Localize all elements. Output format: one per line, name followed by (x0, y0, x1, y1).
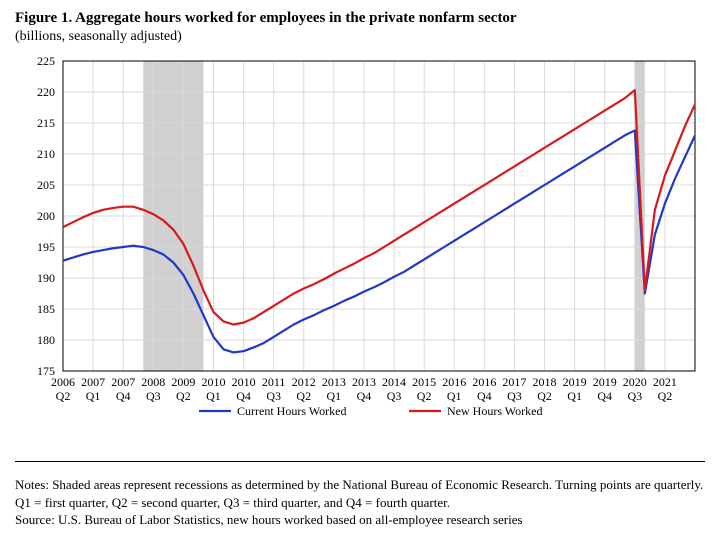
svg-text:Current Hours Worked: Current Hours Worked (237, 404, 346, 418)
svg-text:210: 210 (37, 147, 55, 161)
svg-text:2020: 2020 (623, 375, 647, 389)
svg-text:185: 185 (37, 302, 55, 316)
svg-text:225: 225 (37, 54, 55, 68)
svg-text:2012: 2012 (292, 375, 316, 389)
svg-text:Q4: Q4 (597, 389, 612, 403)
svg-text:2019: 2019 (593, 375, 617, 389)
svg-text:Q3: Q3 (507, 389, 522, 403)
svg-text:Q4: Q4 (236, 389, 251, 403)
svg-text:Q2: Q2 (56, 389, 71, 403)
svg-text:2019: 2019 (563, 375, 587, 389)
svg-text:Q1: Q1 (567, 389, 582, 403)
svg-text:Q1: Q1 (447, 389, 462, 403)
svg-text:220: 220 (37, 85, 55, 99)
figure-title: Figure 1. Aggregate hours worked for emp… (15, 10, 705, 27)
svg-text:2016: 2016 (472, 375, 496, 389)
svg-text:2013: 2013 (352, 375, 376, 389)
line-chart: 1751801851901952002052102152202252006Q22… (15, 51, 705, 451)
svg-text:2007: 2007 (111, 375, 135, 389)
svg-text:Q3: Q3 (266, 389, 281, 403)
svg-text:2016: 2016 (442, 375, 466, 389)
svg-text:2010: 2010 (201, 375, 225, 389)
svg-text:2017: 2017 (502, 375, 526, 389)
svg-text:2014: 2014 (382, 375, 406, 389)
svg-text:2007: 2007 (81, 375, 105, 389)
svg-text:Q1: Q1 (206, 389, 221, 403)
svg-text:2010: 2010 (232, 375, 256, 389)
svg-text:Q1: Q1 (86, 389, 101, 403)
svg-text:190: 190 (37, 271, 55, 285)
svg-text:Q4: Q4 (477, 389, 492, 403)
svg-text:Q2: Q2 (537, 389, 552, 403)
svg-text:Q3: Q3 (387, 389, 402, 403)
svg-text:2015: 2015 (412, 375, 436, 389)
svg-text:215: 215 (37, 116, 55, 130)
separator (15, 461, 705, 462)
svg-text:New Hours Worked: New Hours Worked (447, 404, 542, 418)
svg-text:2008: 2008 (141, 375, 165, 389)
svg-text:Q3: Q3 (627, 389, 642, 403)
svg-text:2018: 2018 (533, 375, 557, 389)
svg-text:Q4: Q4 (357, 389, 372, 403)
svg-text:2006: 2006 (51, 375, 75, 389)
notes-text: Notes: Shaded areas represent recessions… (15, 476, 705, 511)
svg-text:Q2: Q2 (417, 389, 432, 403)
svg-text:Q2: Q2 (658, 389, 673, 403)
chart-container: 1751801851901952002052102152202252006Q22… (15, 51, 705, 451)
notes-block: Notes: Shaded areas represent recessions… (15, 476, 705, 529)
svg-text:Q1: Q1 (327, 389, 342, 403)
svg-text:205: 205 (37, 178, 55, 192)
svg-text:Q4: Q4 (116, 389, 131, 403)
svg-text:2009: 2009 (171, 375, 195, 389)
svg-text:200: 200 (37, 209, 55, 223)
svg-text:2011: 2011 (262, 375, 286, 389)
svg-text:2013: 2013 (322, 375, 346, 389)
svg-text:Q3: Q3 (146, 389, 161, 403)
svg-text:195: 195 (37, 240, 55, 254)
source-text: Source: U.S. Bureau of Labor Statistics,… (15, 511, 705, 529)
svg-text:180: 180 (37, 333, 55, 347)
svg-text:2021: 2021 (653, 375, 677, 389)
figure-subtitle: (billions, seasonally adjusted) (15, 29, 705, 45)
svg-text:Q2: Q2 (176, 389, 191, 403)
svg-text:Q2: Q2 (296, 389, 311, 403)
